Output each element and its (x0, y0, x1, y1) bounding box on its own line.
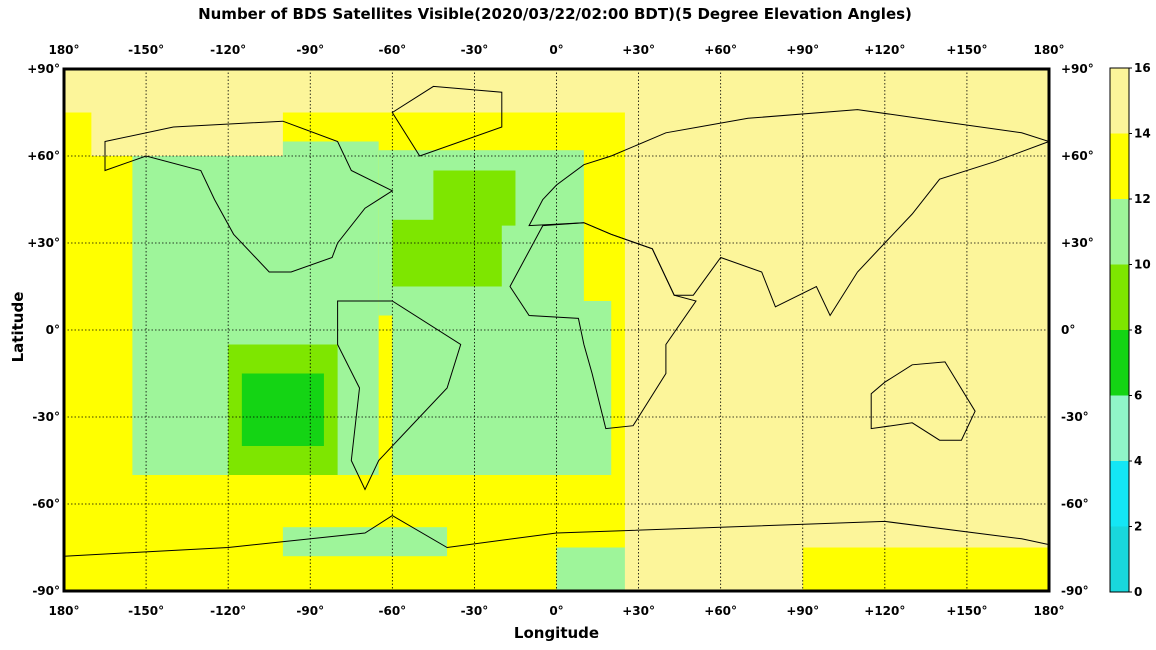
y-tick-right: 0° (1061, 323, 1075, 337)
y-tick-right: -90° (1061, 584, 1089, 598)
coastline-1 (337, 300, 462, 491)
region-7 (392, 219, 502, 287)
y-tick-left: -30° (32, 410, 60, 424)
map-frame (62, 67, 1051, 593)
x-tick-top: -60° (378, 43, 406, 57)
colorbar-tick-label: 14 (1134, 127, 1151, 141)
x-tick-bottom: -60° (378, 604, 406, 618)
colorbar-tick-label: 16 (1134, 61, 1151, 75)
x-tick-bottom: +30° (622, 604, 655, 618)
y-tick-left: +90° (27, 62, 60, 76)
colorbar-tick-label: 10 (1134, 258, 1151, 272)
colorbar-band-6-8 (1110, 330, 1129, 396)
colorbar-tick-label: 2 (1134, 520, 1142, 534)
region-10 (241, 373, 324, 446)
x-tick-top: +150° (946, 43, 987, 57)
y-tick-right: -30° (1061, 410, 1089, 424)
x-axis-label: Longitude (513, 624, 600, 642)
colorbar-tick-label: 6 (1134, 389, 1142, 403)
colorbar-band-2-4 (1110, 461, 1129, 527)
x-tick-top: -150° (128, 43, 164, 57)
colorbar-tick-label: 12 (1134, 192, 1151, 206)
x-tick-top: -90° (296, 43, 324, 57)
x-tick-top: +120° (864, 43, 905, 57)
colorbar-band-14-16 (1110, 68, 1129, 134)
colorbar-tick-label: 4 (1134, 454, 1142, 468)
y-tick-right: +30° (1061, 236, 1094, 250)
x-tick-bottom: -30° (461, 604, 489, 618)
x-tick-bottom: 180° (1033, 604, 1064, 618)
x-tick-top: -30° (461, 43, 489, 57)
x-tick-top: +60° (704, 43, 737, 57)
coastlines (63, 85, 1051, 557)
x-tick-top: 0° (549, 43, 563, 57)
x-tick-top: +30° (622, 43, 655, 57)
x-tick-bottom: 0° (549, 604, 563, 618)
y-tick-left: -90° (32, 584, 60, 598)
x-tick-bottom: -120° (210, 604, 246, 618)
y-tick-right: -60° (1061, 497, 1089, 511)
coastline-2 (391, 85, 503, 157)
region-11 (91, 69, 283, 156)
y-tick-right: +60° (1061, 149, 1094, 163)
chart-title: Number of BDS Satellites Visible(2020/03… (198, 5, 912, 23)
region-3 (392, 301, 612, 475)
y-tick-right: +90° (1061, 62, 1094, 76)
colorbar-band-12-14 (1110, 133, 1129, 199)
colorbar: 16 14 12 10 8 6 4 2 0 (1109, 61, 1151, 599)
y-tick-left: -60° (32, 497, 60, 511)
y-tick-left: 0° (46, 323, 60, 337)
colorbar-tick-label: 0 (1134, 585, 1142, 599)
x-tick-bottom: +150° (946, 604, 987, 618)
coastline-0 (104, 120, 394, 273)
coastline-4 (509, 222, 697, 430)
x-tick-top: -120° (210, 43, 246, 57)
x-tick-bottom: -150° (128, 604, 164, 618)
colorbar-band-8-10 (1110, 264, 1129, 330)
y-tick-left: +30° (27, 236, 60, 250)
coastline-3 (528, 109, 1051, 317)
x-tick-top: 180° (1033, 43, 1064, 57)
x-tick-bottom: -90° (296, 604, 324, 618)
y-tick-left: +60° (27, 149, 60, 163)
x-tick-top: +90° (786, 43, 819, 57)
coastline-6 (63, 515, 1050, 557)
region-4 (282, 527, 448, 557)
coastline-5 (870, 361, 976, 441)
region-13 (802, 547, 1049, 591)
x-tick-top: 180° (48, 43, 79, 57)
x-tick-bottom: +90° (786, 604, 819, 618)
x-tick-bottom: 180° (48, 604, 79, 618)
colorbar-band-4-6 (1110, 395, 1129, 461)
x-tick-bottom: +120° (864, 604, 905, 618)
colorbar-band-0-2 (1110, 526, 1129, 592)
x-tick-bottom: +60° (704, 604, 737, 618)
colorbar-tick-label: 8 (1134, 323, 1142, 337)
colorbar-band-10-12 (1110, 199, 1129, 265)
gridlines (62, 67, 1051, 593)
axis-ticks: 180° 180° -150° -150° -120° -120° -90° -90° -60°… (27, 43, 1094, 618)
